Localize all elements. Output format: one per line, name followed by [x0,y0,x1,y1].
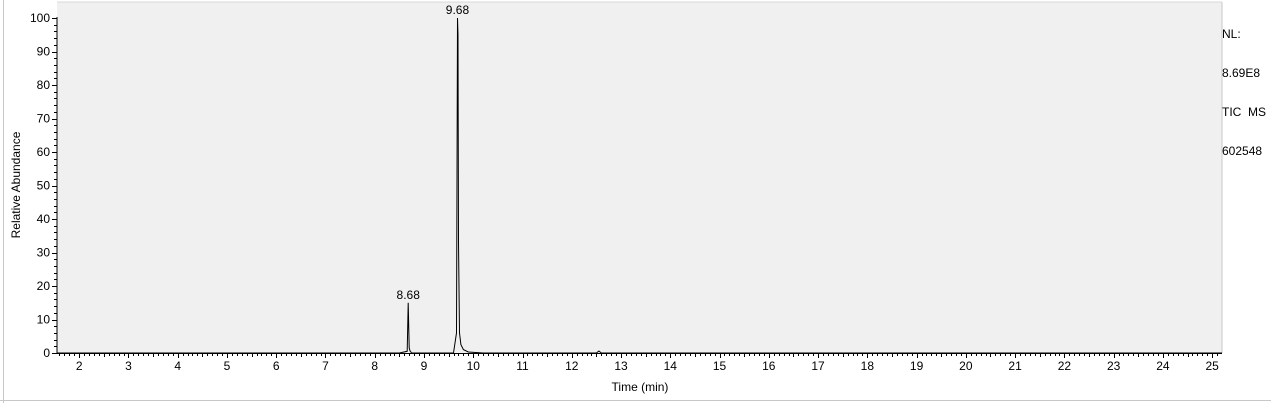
x-tick-label: 7 [322,359,329,373]
sample-id: 602548 [1222,144,1263,158]
series-trace [57,17,1222,354]
x-tick-label: 4 [174,359,181,373]
x-tick-label: 10 [467,359,481,373]
x-tick-label: 15 [713,359,727,373]
x-tick-label: 14 [664,359,678,373]
x-tick-label: 21 [1008,359,1022,373]
x-tick-label: 25 [1205,359,1219,373]
x-axis-label: Time (min) [612,380,669,394]
x-tick-label: 16 [762,359,776,373]
peak-annotations: 9.68 8.68 [397,3,470,302]
nl-label: NL: [1222,27,1241,41]
y-axis-label: Relative Abundance [9,131,23,238]
x-tick-label: 20 [959,359,973,373]
x-tick-label: 3 [125,359,132,373]
x-tick-label: 12 [565,359,579,373]
y-tick-label: 60 [37,145,51,159]
x-tick-label: 13 [614,359,628,373]
y-tick-label: 90 [37,45,51,59]
y-tick-label: 30 [37,246,51,260]
scan-filter: TIC MS [1222,105,1266,119]
peak-label: 9.68 [446,3,470,17]
x-tick-label: 23 [1107,359,1121,373]
x-tick-label: 11 [516,359,529,373]
x-tick-label: 24 [1156,359,1170,373]
x-tick-label: 17 [811,359,825,373]
x-tick-label: 5 [224,359,231,373]
y-tick-label: 50 [37,179,51,193]
y-tick-label: 100 [30,11,50,25]
x-tick-label: 2 [76,359,83,373]
peak-label: 8.68 [397,288,421,302]
y-tick-label: 70 [37,112,51,126]
y-tick-label: 0 [43,346,50,360]
normalization-info: NL: 8.69E8 TIC MS 602548 [1222,2,1266,171]
x-axis: 2 3 4 5 6 7 8 9 10 11 12 13 14 15 16 17 18 19 20 21 22 23 24 25 [57,353,1222,373]
x-tick-label: 9 [421,359,428,373]
x-tick-label: 19 [910,359,924,373]
x-tick-label: 8 [371,359,378,373]
nl-value: 8.69E8 [1222,66,1261,80]
x-tick-label: 18 [861,359,875,373]
plot-area [57,2,1222,353]
x-tick-label: 6 [273,359,280,373]
y-tick-label: 80 [37,78,51,92]
y-tick-label: 40 [37,212,51,226]
y-axis: 0 10 20 30 40 50 60 70 80 90 100 [30,11,58,360]
x-tick-label: 22 [1058,359,1072,373]
y-tick-label: 10 [37,313,51,327]
y-tick-label: 20 [37,279,51,293]
